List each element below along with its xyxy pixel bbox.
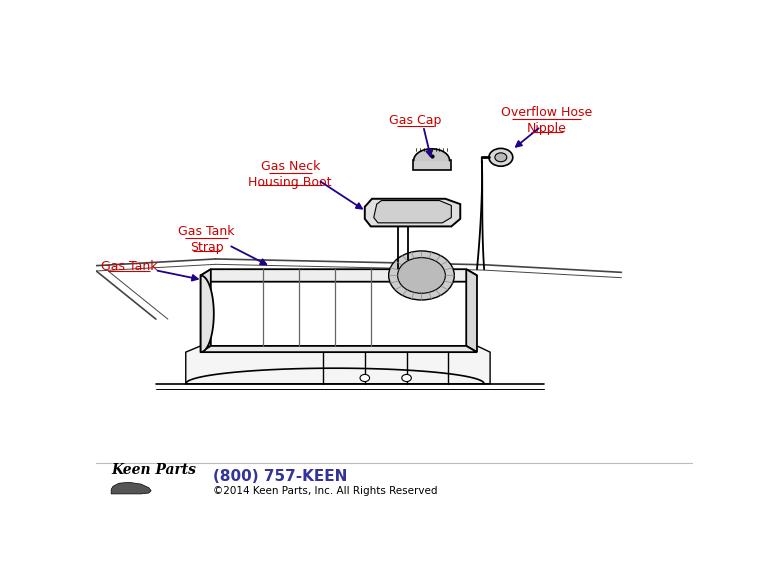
Circle shape (402, 375, 411, 382)
Circle shape (389, 251, 454, 300)
Circle shape (495, 153, 507, 162)
Text: Gas Neck
Housing Boot: Gas Neck Housing Boot (249, 160, 332, 189)
Text: Overflow Hose
Nipple: Overflow Hose Nipple (501, 107, 592, 135)
Polygon shape (373, 200, 451, 223)
Text: Gas Tank: Gas Tank (101, 260, 157, 273)
Polygon shape (467, 269, 477, 352)
Polygon shape (186, 346, 490, 384)
Text: Keen Parts: Keen Parts (111, 463, 196, 477)
Circle shape (489, 148, 513, 166)
Polygon shape (201, 269, 211, 352)
Text: Gas Tank
Strap: Gas Tank Strap (179, 225, 235, 254)
Polygon shape (201, 346, 477, 352)
Polygon shape (413, 149, 450, 160)
Text: Gas Cap: Gas Cap (390, 114, 442, 127)
Polygon shape (365, 199, 460, 226)
Text: ©2014 Keen Parts, Inc. All Rights Reserved: ©2014 Keen Parts, Inc. All Rights Reserv… (213, 486, 437, 496)
Circle shape (360, 375, 370, 382)
Bar (413, 160, 450, 170)
Circle shape (397, 258, 445, 294)
Polygon shape (201, 276, 214, 352)
Text: (800) 757-KEEN: (800) 757-KEEN (213, 470, 347, 485)
Polygon shape (111, 482, 151, 494)
Polygon shape (201, 269, 477, 282)
